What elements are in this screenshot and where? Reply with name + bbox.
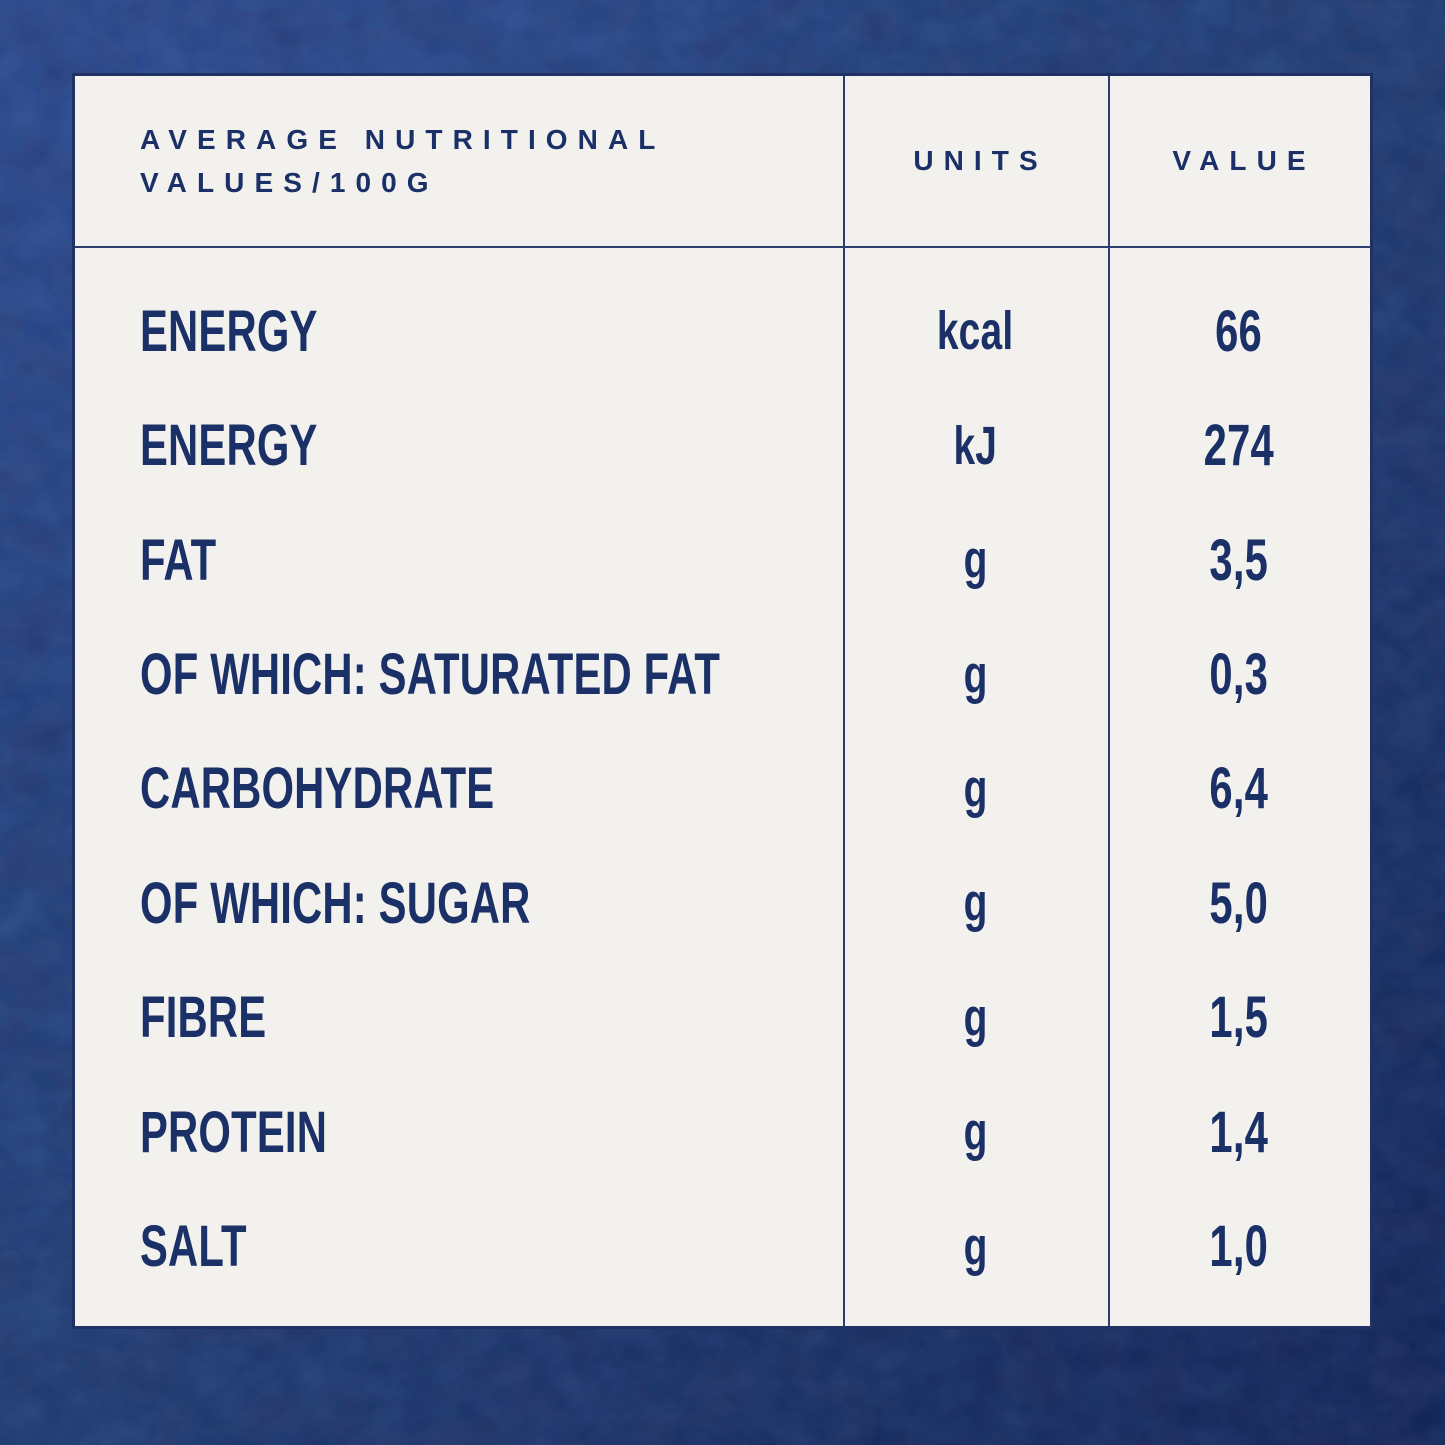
table-body: ENERGY kcal 66 ENERGY kJ 274 FAT g 3,5 O… xyxy=(75,248,1370,1326)
nutrient-value: 66 xyxy=(1215,298,1263,364)
nutrient-name-cell: ENERGY xyxy=(75,298,843,365)
table-row: SALT g 1,0 xyxy=(75,1190,1370,1304)
nutrient-value: 1,5 xyxy=(1209,985,1269,1051)
nutrient-name-cell: FAT xyxy=(75,527,843,594)
table-header-row: AVERAGE NUTRITIONAL VALUES/100G UNITS VA… xyxy=(75,76,1370,246)
nutrient-unit-cell: g xyxy=(843,529,1108,591)
nutrient-unit: g xyxy=(963,987,988,1048)
nutrient-name-cell: OF WHICH: SUGAR xyxy=(75,870,843,937)
nutrient-unit: kcal xyxy=(937,301,1014,362)
nutrient-value: 274 xyxy=(1203,413,1275,479)
nutrient-unit-cell: g xyxy=(843,644,1108,706)
nutrient-name-cell: ENERGY xyxy=(75,412,843,479)
nutrient-name-cell: PROTEIN xyxy=(75,1099,843,1166)
nutrient-value-cell: 1,0 xyxy=(1108,1213,1370,1280)
table-row: OF WHICH: SATURATED FAT g 0,3 xyxy=(75,617,1370,731)
nutrient-unit: g xyxy=(963,1216,988,1277)
nutrient-unit-cell: g xyxy=(843,987,1108,1049)
nutrient-value-cell: 66 xyxy=(1108,298,1370,365)
nutrient-name: SALT xyxy=(140,1214,247,1280)
nutrient-unit-cell: g xyxy=(843,1216,1108,1278)
nutrient-value-cell: 3,5 xyxy=(1108,527,1370,594)
nutrient-unit-cell: g xyxy=(843,758,1108,820)
nutrient-name: ENERGY xyxy=(140,298,318,364)
table-row: OF WHICH: SUGAR g 5,0 xyxy=(75,846,1370,960)
nutrient-unit: g xyxy=(963,644,988,705)
nutrient-value: 6,4 xyxy=(1209,756,1269,822)
nutrient-name: OF WHICH: SATURATED FAT xyxy=(140,642,721,708)
nutrient-value: 1,4 xyxy=(1209,1099,1269,1165)
nutrient-unit-cell: g xyxy=(843,872,1108,934)
nutrient-name-cell: OF WHICH: SATURATED FAT xyxy=(75,641,843,708)
column-divider-units xyxy=(843,76,845,1326)
table-row: FIBRE g 1,5 xyxy=(75,961,1370,1075)
table-title-line2: VALUES/100G xyxy=(140,167,439,198)
table-title-line1: AVERAGE NUTRITIONAL xyxy=(140,123,666,155)
nutrient-value-cell: 274 xyxy=(1108,412,1370,479)
nutrient-unit-cell: kcal xyxy=(843,300,1108,362)
table-row: ENERGY kcal 66 xyxy=(75,274,1370,388)
nutrient-unit: g xyxy=(963,530,988,591)
table-row: CARBOHYDRATE g 6,4 xyxy=(75,732,1370,846)
nutrient-name: PROTEIN xyxy=(140,1099,328,1165)
nutrient-name: OF WHICH: SUGAR xyxy=(140,870,531,936)
table-title: AVERAGE NUTRITIONAL VALUES/100G xyxy=(75,118,843,205)
nutrient-unit-cell: g xyxy=(843,1101,1108,1163)
nutrient-value: 0,3 xyxy=(1209,642,1269,708)
nutrient-unit: g xyxy=(963,1102,988,1163)
nutrient-name-cell: CARBOHYDRATE xyxy=(75,755,843,822)
nutrient-unit: g xyxy=(963,873,988,934)
nutrient-value-cell: 1,4 xyxy=(1108,1099,1370,1166)
nutrient-name-cell: SALT xyxy=(75,1213,843,1280)
table-row: FAT g 3,5 xyxy=(75,503,1370,617)
nutrient-name: FIBRE xyxy=(140,985,267,1051)
nutrient-value: 3,5 xyxy=(1209,527,1269,593)
units-column-header: UNITS xyxy=(913,145,1048,176)
nutrient-value-cell: 0,3 xyxy=(1108,641,1370,708)
nutrient-value-cell: 1,5 xyxy=(1108,984,1370,1051)
nutrient-value: 5,0 xyxy=(1209,870,1269,936)
nutrient-name: CARBOHYDRATE xyxy=(140,756,495,822)
nutrient-name: ENERGY xyxy=(140,413,318,479)
nutrient-unit: g xyxy=(963,758,988,819)
nutrient-unit: kJ xyxy=(953,415,998,476)
nutrient-value-cell: 5,0 xyxy=(1108,870,1370,937)
column-divider-value xyxy=(1108,76,1110,1326)
nutrient-value: 1,0 xyxy=(1209,1214,1269,1280)
table-row: PROTEIN g 1,4 xyxy=(75,1075,1370,1189)
nutrient-value-cell: 6,4 xyxy=(1108,755,1370,822)
header-divider xyxy=(75,246,1370,248)
nutrient-name: FAT xyxy=(140,527,217,593)
nutrient-unit-cell: kJ xyxy=(843,415,1108,477)
value-column-header: VALUE xyxy=(1172,145,1316,176)
nutrition-table-panel: AVERAGE NUTRITIONAL VALUES/100G UNITS VA… xyxy=(72,73,1373,1329)
table-row: ENERGY kJ 274 xyxy=(75,388,1370,502)
nutrient-name-cell: FIBRE xyxy=(75,984,843,1051)
